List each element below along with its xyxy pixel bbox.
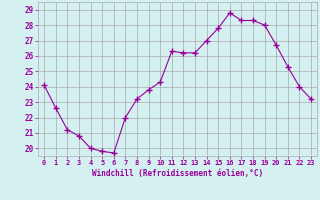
X-axis label: Windchill (Refroidissement éolien,°C): Windchill (Refroidissement éolien,°C) [92, 169, 263, 178]
